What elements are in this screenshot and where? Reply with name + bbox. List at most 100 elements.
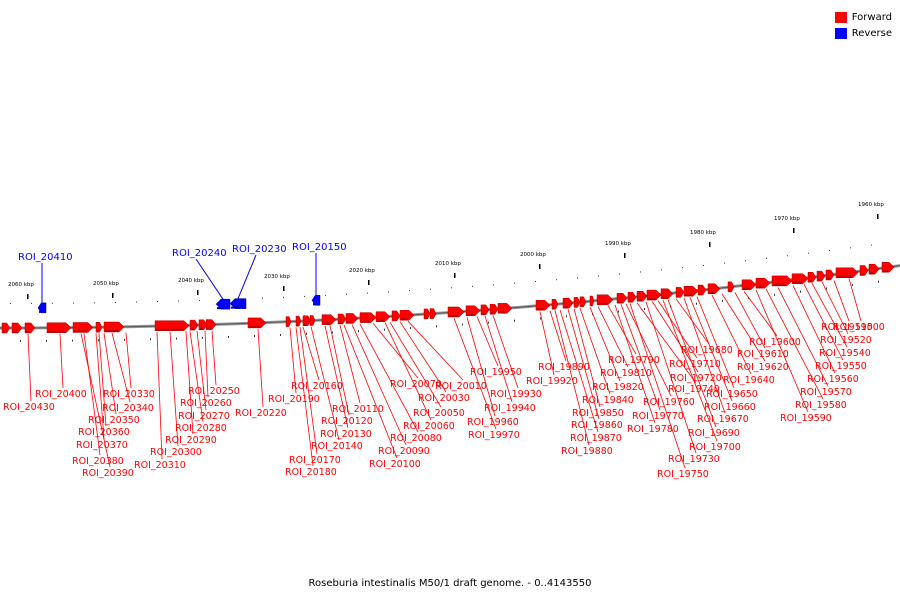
forward-gene-label[interactable]: ROI_19970 [468, 430, 520, 441]
reverse-gene[interactable] [311, 295, 321, 306]
forward-gene-label[interactable]: ROI_19760 [643, 397, 695, 408]
forward-gene[interactable] [646, 289, 662, 301]
forward-gene-label[interactable]: ROI_19650 [706, 389, 758, 400]
reverse-gene-label[interactable]: ROI_20410 [18, 252, 73, 263]
forward-gene[interactable] [399, 309, 415, 321]
forward-gene-label[interactable]: ROI_19960 [467, 417, 519, 428]
forward-gene-label[interactable]: ROI_20050 [413, 408, 465, 419]
forward-gene-label[interactable]: ROI_20370 [76, 440, 128, 451]
forward-gene-label[interactable]: ROI_19620 [737, 362, 789, 373]
forward-gene-label[interactable]: ROI_20290 [165, 435, 217, 446]
forward-gene[interactable] [579, 296, 587, 308]
forward-gene-label[interactable]: ROI_19700 [689, 442, 741, 453]
forward-gene-label[interactable]: ROI_20300 [150, 447, 202, 458]
forward-gene-label[interactable]: ROI_20390 [82, 468, 134, 479]
forward-gene[interactable] [755, 277, 771, 289]
forward-gene[interactable] [741, 279, 757, 291]
forward-gene-label[interactable]: ROI_19660 [704, 402, 756, 413]
forward-gene[interactable] [859, 265, 869, 276]
forward-gene-label[interactable]: ROI_20360 [78, 427, 130, 438]
forward-gene-label[interactable]: ROI_20130 [320, 429, 372, 440]
forward-gene[interactable] [285, 316, 292, 327]
forward-gene[interactable] [11, 322, 23, 334]
forward-gene[interactable] [103, 321, 125, 333]
forward-gene[interactable] [707, 283, 721, 294]
forward-gene-label[interactable]: ROI_20190 [268, 394, 320, 405]
forward-gene-label[interactable]: ROI_19520 [820, 335, 872, 346]
forward-gene-label[interactable]: ROI_19950 [470, 367, 522, 378]
forward-gene-label[interactable]: ROI_20260 [180, 398, 232, 409]
forward-gene[interactable] [573, 297, 581, 308]
forward-gene[interactable] [1, 322, 11, 334]
forward-gene-label[interactable]: ROI_20170 [289, 455, 341, 466]
forward-gene[interactable] [771, 275, 793, 287]
forward-gene[interactable] [881, 262, 895, 273]
forward-gene-label[interactable]: ROI_20060 [403, 421, 455, 432]
forward-gene[interactable] [154, 320, 190, 331]
forward-gene-label[interactable]: ROI_19780 [627, 424, 679, 435]
forward-gene-label[interactable]: ROI_19730 [668, 454, 720, 465]
forward-gene-label[interactable]: ROI_19560 [807, 374, 859, 385]
forward-gene-label[interactable]: ROI_19570 [800, 387, 852, 398]
forward-gene-label[interactable]: ROI_20430 [3, 402, 55, 413]
forward-gene[interactable] [835, 267, 859, 279]
forward-gene-label[interactable]: ROI_20010 [435, 381, 487, 392]
forward-gene[interactable] [321, 314, 337, 325]
forward-gene-label[interactable]: ROI_20340 [102, 403, 154, 414]
forward-gene-label[interactable]: ROI_20090 [378, 446, 430, 457]
forward-gene-label[interactable]: ROI_19580 [795, 400, 847, 411]
forward-gene-label[interactable]: ROI_19710 [669, 359, 721, 370]
forward-gene[interactable] [636, 291, 648, 302]
forward-gene-label[interactable]: ROI_20280 [175, 423, 227, 434]
forward-gene[interactable] [535, 300, 551, 311]
forward-gene-label[interactable]: ROI_19810 [600, 368, 652, 379]
forward-gene-label[interactable]: ROI_19860 [571, 420, 623, 431]
forward-gene[interactable] [423, 308, 431, 320]
forward-gene[interactable] [497, 303, 513, 314]
forward-gene[interactable] [589, 295, 595, 307]
forward-gene[interactable] [302, 315, 312, 326]
forward-gene-label[interactable]: ROI_19540 [819, 348, 871, 359]
forward-gene-label[interactable]: ROI_20070 [390, 379, 442, 390]
forward-gene-label[interactable]: ROI_20180 [285, 467, 337, 478]
forward-gene[interactable] [337, 313, 347, 325]
forward-gene-label[interactable]: ROI_19670 [697, 414, 749, 425]
reverse-gene-label[interactable]: ROI_20230 [232, 244, 287, 255]
forward-gene-label[interactable]: ROI_19690 [688, 428, 740, 439]
reverse-gene[interactable] [37, 302, 47, 314]
forward-gene[interactable] [359, 312, 377, 323]
forward-gene-label[interactable]: ROI_19590 [780, 413, 832, 424]
forward-gene-label[interactable]: ROI_19750 [657, 469, 709, 480]
forward-gene[interactable] [562, 297, 574, 309]
forward-gene-label[interactable]: ROI_19920 [526, 376, 578, 387]
legend-item-reverse[interactable]: Reverse [834, 25, 892, 41]
reverse-gene-label[interactable]: ROI_20240 [172, 248, 227, 259]
forward-gene-label[interactable]: ROI_20380 [72, 456, 124, 467]
forward-gene[interactable] [205, 319, 217, 330]
forward-gene-label[interactable]: ROI_19720 [670, 373, 722, 384]
forward-gene-label[interactable]: ROI_20140 [311, 441, 363, 452]
forward-gene-label[interactable]: ROI_20400 [35, 389, 87, 400]
forward-gene[interactable] [46, 322, 72, 333]
forward-gene[interactable] [198, 319, 208, 331]
forward-gene[interactable] [345, 313, 359, 324]
forward-gene[interactable] [816, 270, 826, 282]
forward-gene[interactable] [551, 299, 559, 310]
forward-gene[interactable] [660, 288, 674, 299]
forward-gene-label[interactable]: ROI_19820 [592, 382, 644, 393]
forward-gene[interactable] [807, 271, 817, 283]
forward-gene[interactable] [825, 269, 835, 281]
forward-gene-label[interactable]: ROI_20030 [418, 393, 470, 404]
forward-gene-label[interactable]: ROI_19550 [815, 361, 867, 372]
forward-gene-label[interactable]: ROI_19640 [723, 375, 775, 386]
forward-gene-label[interactable]: ROI_20270 [178, 411, 230, 422]
forward-gene[interactable] [447, 306, 465, 318]
forward-gene-label[interactable]: ROI_19840 [582, 395, 634, 406]
forward-gene[interactable] [24, 322, 36, 334]
forward-gene[interactable] [465, 305, 481, 317]
legend-item-forward[interactable]: Forward [834, 9, 892, 25]
forward-gene-label[interactable]: ROI_20120 [321, 416, 373, 427]
forward-gene-label[interactable]: ROI_20160 [291, 381, 343, 392]
forward-gene-label[interactable]: ROI_19880 [561, 446, 613, 457]
forward-gene-label[interactable]: ROI_20350 [88, 415, 140, 426]
